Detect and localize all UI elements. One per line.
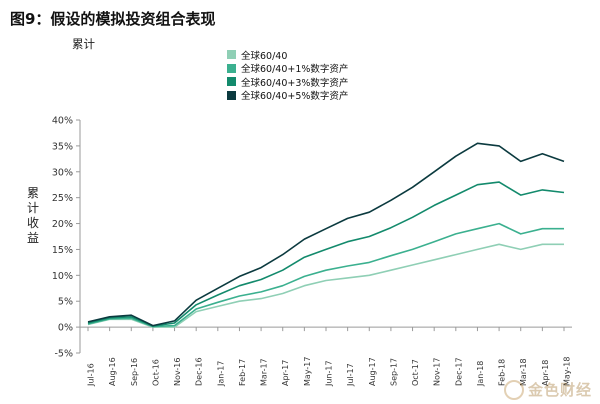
x-tick-label: Jan-17 xyxy=(216,361,225,387)
x-tick-label: Mar-17 xyxy=(260,358,269,386)
y-tick-label: 25% xyxy=(52,193,73,204)
x-tick-label: Aug-17 xyxy=(368,357,377,386)
y-tick-label: -5% xyxy=(55,349,74,360)
x-tick-label: Nov-17 xyxy=(433,358,442,386)
y-tick-label: 10% xyxy=(52,271,73,282)
legend-label: 全球60/40+5%数字资产 xyxy=(241,91,349,103)
legend-item-5pct: 全球60/40+5%数字资产 xyxy=(227,89,349,103)
x-tick-label: Apr-17 xyxy=(281,360,290,386)
legend-swatch xyxy=(227,90,236,100)
x-tick-label: Jan-18 xyxy=(476,361,485,387)
legend-label: 全球60/40+1%数字资产 xyxy=(241,64,349,76)
legend-item-60-40: 全球60/40 xyxy=(227,48,348,62)
watermark-text: 金色财经 xyxy=(527,381,592,399)
x-tick-label: Aug-16 xyxy=(108,357,117,386)
x-tick-label: Nov-16 xyxy=(173,358,182,386)
watermark-icon xyxy=(503,379,524,400)
y-tick-label: 40% xyxy=(52,116,73,127)
y-axis-label: 累计收益 xyxy=(26,186,39,245)
legend-swatch xyxy=(227,50,236,60)
legend-label: 全球60/40+3%数字资产 xyxy=(241,77,349,89)
x-tick-label: Sep-17 xyxy=(389,358,398,386)
x-tick-label: Feb-18 xyxy=(498,359,507,386)
chart-title: 图9：假设的模拟投资组合表现 xyxy=(10,10,216,28)
x-tick-label: Jun-17 xyxy=(325,360,334,387)
legend-item-1pct: 全球60/40+1%数字资产 xyxy=(227,62,349,76)
legend-swatch xyxy=(227,77,236,87)
x-tick-label: Mar-18 xyxy=(519,358,528,386)
x-tick-label: Oct-17 xyxy=(411,359,420,386)
legend: 全球60/40 全球60/40+1%数字资产 全球60/40+3%数字资产 全球… xyxy=(227,48,348,102)
x-tick-label: Feb-17 xyxy=(238,359,247,386)
x-tick-label: May-18 xyxy=(563,357,572,386)
y-tick-label: 35% xyxy=(52,141,73,152)
y-tick-label: 15% xyxy=(52,245,73,256)
x-tick-label: Jul-17 xyxy=(346,363,355,387)
x-tick-label: Oct-16 xyxy=(151,359,160,386)
legend-item-3pct: 全球60/40+3%数字资产 xyxy=(227,75,348,89)
x-tick-label: Dec-16 xyxy=(195,357,204,386)
y-tick-label: 30% xyxy=(52,167,73,178)
series-line-3 xyxy=(87,142,565,327)
watermark-logo: 金色财经 xyxy=(503,379,592,400)
x-tick-label: May-17 xyxy=(303,357,312,386)
y-tick-label: 5% xyxy=(58,297,73,308)
axes: -5% 0% 5% 10% 15% 20% 25% 30% 35% 40% Jul-16 Aug-16… xyxy=(52,116,572,387)
x-tick-label: Dec-17 xyxy=(454,357,463,386)
x-tick-label: Apr-18 xyxy=(541,360,550,386)
series-lines xyxy=(87,142,565,328)
legend-swatch xyxy=(227,63,236,73)
y-tick-label: 20% xyxy=(52,219,73,230)
chart-subtitle: 累计 xyxy=(72,37,95,51)
x-tick-label: Jul-16 xyxy=(87,363,96,387)
legend-label: 全球60/40 xyxy=(241,50,288,62)
series-line-2 xyxy=(87,181,565,327)
series-line-0 xyxy=(87,243,564,328)
y-tick-label: 0% xyxy=(58,323,73,334)
series-line-1 xyxy=(87,222,564,328)
x-tick-label: Sep-16 xyxy=(130,358,139,386)
